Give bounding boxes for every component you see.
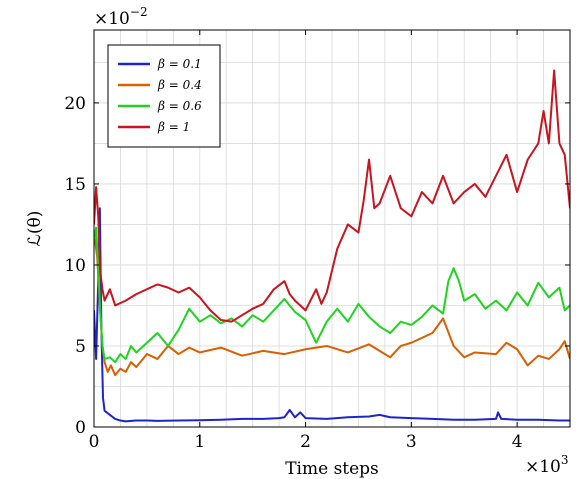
x-tick-label: 0 — [89, 432, 100, 452]
series-line-4 — [94, 69, 570, 323]
legend-label: β = 0.4 — [157, 78, 202, 92]
series-line-3 — [94, 226, 570, 364]
x-scale-base: ×10 — [525, 457, 561, 477]
y-tick-label: 15 — [64, 175, 86, 195]
x-tick-label: 2 — [300, 432, 311, 452]
x-scale-exponent: 3 — [561, 453, 569, 467]
legend-label: β = 0.1 — [157, 57, 202, 71]
y-tick-label: 0 — [75, 418, 86, 438]
y-tick-label: 20 — [64, 94, 86, 114]
x-scale-factor: ×103 — [525, 453, 569, 477]
x-tick-label: 4 — [512, 432, 523, 452]
y-scale-exponent: −2 — [130, 5, 148, 19]
legend-label: β = 0.6 — [157, 99, 202, 113]
y-scale-base: ×10 — [94, 9, 130, 29]
series-line-1 — [94, 207, 570, 423]
x-axis-label: Time steps — [285, 459, 379, 479]
plot-frame — [93, 29, 571, 428]
y-scale-factor: ×10−2 — [94, 5, 148, 29]
legend: β = 0.1 β = 0.4 β = 0.6 β = 1 — [107, 44, 221, 148]
y-tick-label: 10 — [64, 256, 86, 276]
series-line-2 — [94, 232, 570, 377]
legend-label: β = 1 — [157, 120, 190, 134]
legend-box — [107, 44, 221, 148]
series-lines — [94, 69, 570, 423]
x-tick-label: 3 — [406, 432, 417, 452]
x-tick-label: 1 — [194, 432, 205, 452]
y-tick-label: 5 — [75, 337, 86, 357]
axis-ticks: 0 1 2 3 4 0 5 10 15 20 — [64, 30, 570, 452]
y-axis-label: ℒ(θ) — [25, 211, 45, 247]
